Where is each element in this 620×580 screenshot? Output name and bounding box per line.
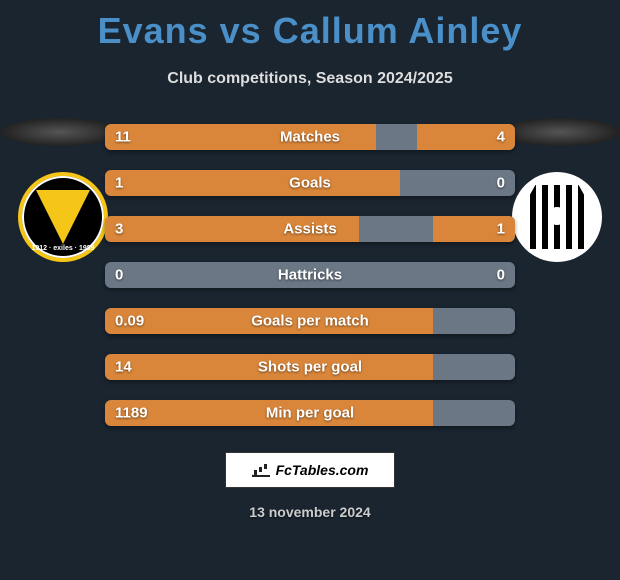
stat-label: Goals per match — [251, 313, 369, 330]
stat-value-right: 4 — [497, 129, 505, 146]
stat-value-right: 0 — [497, 175, 505, 192]
subtitle: Club competitions, Season 2024/2025 — [0, 70, 620, 88]
stat-row: 3 1 Assists — [105, 216, 515, 242]
stat-label: Shots per goal — [258, 359, 362, 376]
stat-value-left: 0 — [115, 267, 123, 284]
stat-row: 14 Shots per goal — [105, 354, 515, 380]
stat-label: Goals — [289, 175, 331, 192]
stat-bars: 11 4 Matches 1 0 Goals 3 1 Assists 0 0 Hattricks 0.0… — [105, 124, 515, 426]
badge-text-left: 1912 · exiles · 1989 — [22, 245, 104, 252]
stat-label: Assists — [283, 221, 336, 238]
page-title: Evans vs Callum Ainley — [0, 0, 620, 52]
stat-value-left: 11 — [115, 129, 131, 146]
stat-row: 1 0 Goals — [105, 170, 515, 196]
stat-value-left: 1189 — [115, 405, 148, 422]
chart-icon — [252, 463, 270, 477]
stat-label: Min per goal — [266, 405, 354, 422]
brand-logo[interactable]: FcTables.com — [225, 452, 395, 488]
footer-date: 13 november 2024 — [0, 504, 620, 520]
comparison-area: 1912 · exiles · 1989 114Matches10Goals31… — [0, 124, 620, 426]
player-shadow-left — [0, 118, 120, 146]
team-badge-left: 1912 · exiles · 1989 — [18, 172, 108, 262]
team-badge-right — [512, 172, 602, 262]
player-shadow-right — [500, 118, 620, 146]
stat-row: 0 0 Hattricks — [105, 262, 515, 288]
stat-label: Matches — [280, 129, 340, 146]
stat-value-left: 14 — [115, 359, 132, 376]
stat-value-left: 0.09 — [115, 313, 144, 330]
stat-value-left: 1 — [115, 175, 123, 192]
stat-value-right: 0 — [497, 267, 505, 284]
stat-row: 11 4 Matches — [105, 124, 515, 150]
stat-value-right: 1 — [497, 221, 505, 238]
stat-row: 0.09 Goals per match — [105, 308, 515, 334]
badge-stripes-icon — [530, 185, 584, 249]
brand-text: FcTables.com — [276, 462, 369, 478]
stat-row: 1189 Min per goal — [105, 400, 515, 426]
stat-value-left: 3 — [115, 221, 123, 238]
stat-label: Hattricks — [278, 267, 342, 284]
bar-fill-left — [105, 170, 400, 196]
